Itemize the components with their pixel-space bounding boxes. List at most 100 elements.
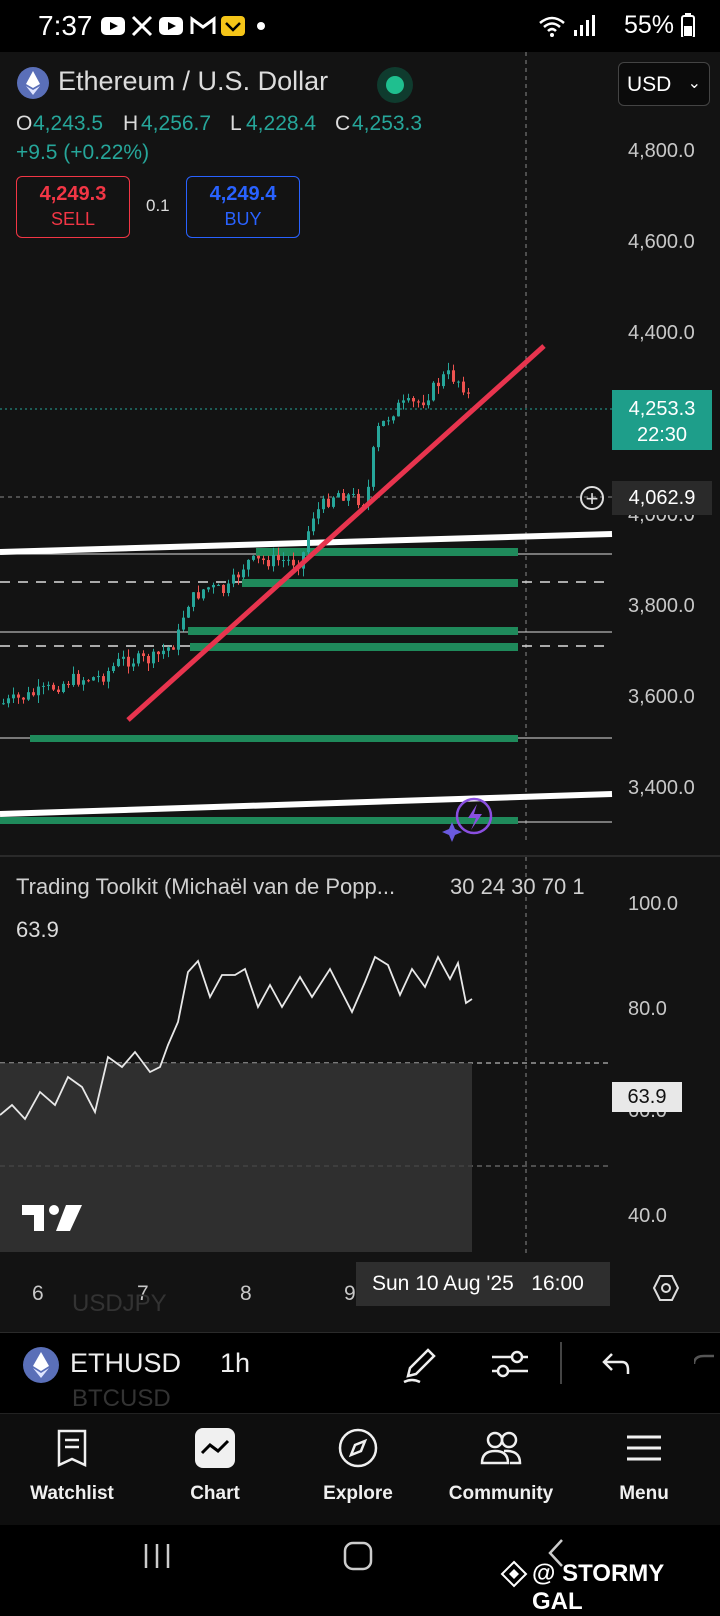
watermark-text: @ STORMY GAL [532, 1560, 664, 1615]
candle-body [392, 416, 395, 421]
candle-body [247, 559, 250, 570]
candle-body [467, 392, 470, 394]
candle-body [282, 559, 285, 561]
candle-body [147, 656, 150, 664]
status-time: 7:37 [38, 10, 93, 41]
price-axis-label: 3,800.0 [628, 595, 695, 617]
price-change: +9.5 (+0.22%) [16, 141, 150, 164]
watchlist-icon [57, 1429, 87, 1467]
last-price-tag: 4,253.3 22:30 [612, 390, 712, 450]
price-candles [2, 362, 470, 708]
candle-body [202, 589, 205, 599]
candle-body [77, 673, 80, 685]
buy-price: 4,249.4 [209, 183, 277, 205]
ethereum-logo-icon[interactable] [22, 1346, 60, 1384]
symbol-selector[interactable]: ETHUSD [70, 1348, 182, 1378]
candle-body [142, 653, 145, 657]
candle-body [412, 398, 415, 402]
indicators-icon[interactable] [490, 1346, 530, 1382]
candle-countdown: 22:30 [636, 424, 688, 446]
home-icon[interactable] [342, 1540, 374, 1572]
time-tick: 9 [344, 1282, 356, 1305]
community-icon [480, 1431, 522, 1465]
candle-body [112, 666, 115, 671]
chart-settings-icon[interactable] [652, 1274, 680, 1302]
chart-toolbar [0, 1332, 720, 1413]
candle-body [322, 498, 325, 510]
candle-body [72, 673, 75, 686]
chart-icon [195, 1428, 235, 1468]
pane-divider[interactable] [0, 855, 720, 857]
add-alert-button[interactable]: + [580, 486, 604, 510]
candle-body [192, 592, 195, 607]
ghost-symbol: BTCUSD [72, 1385, 171, 1412]
youtube-icon [101, 17, 125, 35]
drawing-tools-icon[interactable] [400, 1344, 440, 1384]
candle-body [452, 370, 455, 382]
candle-body [152, 651, 155, 664]
menu-icon [627, 1435, 661, 1461]
candle-body [182, 617, 185, 630]
candle-body [167, 647, 170, 651]
sell-label: SELL [50, 209, 96, 229]
redo-icon[interactable] [694, 1350, 720, 1378]
indicator-chart[interactable] [0, 857, 720, 1257]
nav-label: Community [448, 1483, 554, 1504]
wifi-icon [539, 16, 565, 37]
undo-icon[interactable] [600, 1350, 632, 1378]
candle-body [47, 684, 50, 686]
candle-body [337, 493, 340, 498]
candle-body [342, 493, 345, 501]
candle-body [387, 420, 390, 422]
candle-body [2, 703, 5, 705]
price-axis-label: 4,600.0 [628, 231, 695, 253]
price-axis-label: 4,400.0 [628, 322, 695, 344]
app-icon [221, 16, 245, 36]
candle-body [117, 658, 120, 667]
candle-body [357, 493, 360, 506]
youtube-icon [159, 17, 183, 35]
lightning-icon[interactable] [442, 797, 493, 842]
bottom-navigation [0, 1413, 720, 1526]
nav-label: Watchlist [30, 1483, 114, 1504]
candle-body [427, 400, 430, 406]
gmail-icon [190, 16, 216, 34]
candle-body [257, 555, 260, 559]
candle-body [172, 647, 175, 650]
back-icon[interactable] [544, 1536, 566, 1570]
candle-body [332, 497, 335, 507]
sell-price: 4,249.3 [39, 183, 107, 205]
interval-selector[interactable]: 1h [220, 1348, 251, 1378]
price-chart[interactable] [0, 52, 720, 842]
ethereum-logo-icon [17, 67, 49, 99]
nav-label: Explore [323, 1483, 393, 1504]
symbol-title[interactable]: Ethereum / U.S. Dollar [58, 66, 329, 96]
candle-body [267, 560, 270, 567]
candle-body [397, 402, 400, 417]
recent-apps-icon[interactable] [140, 1540, 174, 1572]
indicator-axis-label: 40.0 [628, 1205, 667, 1227]
crosshair-price-tag: 4,062.9 [612, 481, 712, 515]
ghost-symbol: USDJPY [72, 1290, 167, 1317]
candle-body [102, 676, 105, 682]
candle-body [157, 651, 160, 655]
candle-body [122, 656, 125, 659]
candle-body [382, 420, 385, 427]
time-tick: 7 [137, 1282, 149, 1305]
candle-body [57, 689, 60, 692]
candle-body [447, 370, 450, 375]
candle-body [137, 653, 140, 664]
candle-body [417, 401, 420, 403]
buy-button[interactable]: 4,249.4 BUY [186, 176, 300, 238]
indicator-name[interactable]: Trading Toolkit (Michaël van de Popp... [16, 874, 396, 899]
currency-select[interactable]: USD ⌄ [618, 62, 710, 106]
crosshair-time-tag: Sun 10 Aug '25 16:00 [356, 1262, 610, 1306]
sell-button[interactable]: 4,249.3 SELL [16, 176, 130, 238]
ohlc-open-label: O [16, 112, 33, 135]
candle-body [177, 629, 180, 650]
battery-percent: 55% [623, 11, 674, 39]
candle-body [12, 694, 15, 699]
candle-body [307, 531, 310, 553]
tradingview-logo-icon [22, 1205, 82, 1231]
candle-body [377, 426, 380, 448]
